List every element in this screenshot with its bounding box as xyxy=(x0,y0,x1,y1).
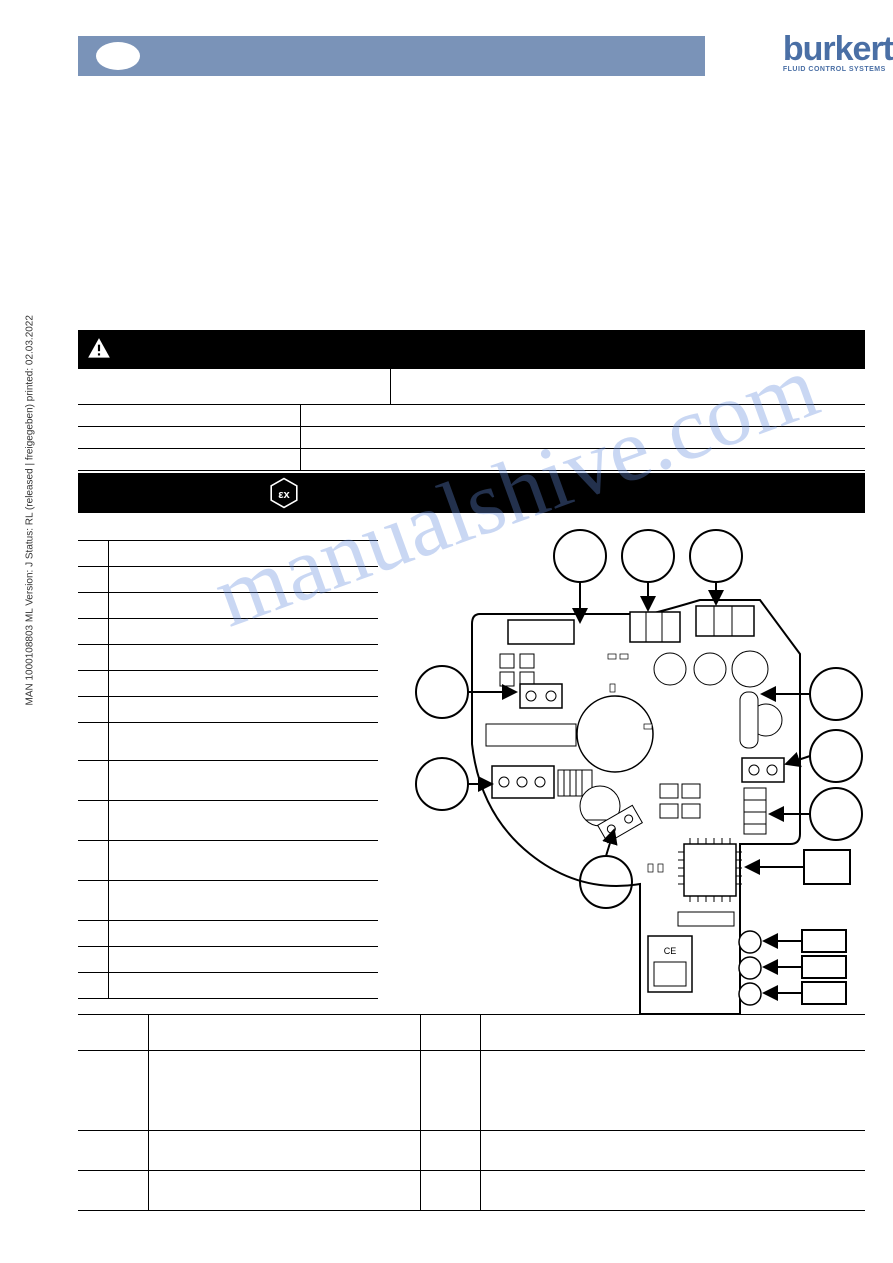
ex-icon: εx xyxy=(268,477,300,509)
warning-icon xyxy=(86,336,112,362)
rule xyxy=(78,592,378,593)
rule xyxy=(78,670,378,671)
svg-text:CE: CE xyxy=(664,946,677,956)
rule-v xyxy=(148,1014,149,1210)
rule xyxy=(78,426,865,427)
rule xyxy=(78,644,378,645)
rule-v xyxy=(480,1014,481,1210)
rule-v xyxy=(390,368,391,404)
rule xyxy=(78,540,378,541)
rule xyxy=(78,696,378,697)
ex-bar: εx xyxy=(78,473,865,513)
rule-v xyxy=(420,1014,421,1210)
rule xyxy=(78,1050,865,1051)
rule xyxy=(78,566,378,567)
rule xyxy=(78,760,378,761)
rule-v xyxy=(300,404,301,470)
rule-v xyxy=(108,540,109,998)
rule xyxy=(78,972,378,973)
rule xyxy=(78,880,378,881)
rule xyxy=(78,448,865,449)
rule xyxy=(78,946,378,947)
rule xyxy=(78,404,865,405)
rule xyxy=(78,470,865,471)
rule xyxy=(78,920,378,921)
rule xyxy=(78,1014,865,1015)
rule xyxy=(78,800,378,801)
rule xyxy=(78,840,378,841)
rule xyxy=(78,368,865,369)
rule xyxy=(78,998,378,999)
warning-bar xyxy=(78,330,865,368)
pcb-diagram: CE xyxy=(400,524,870,994)
logo-text: burkert xyxy=(783,32,893,66)
rule xyxy=(78,618,378,619)
logo-subtitle: FLUID CONTROL SYSTEMS xyxy=(783,66,893,73)
rule xyxy=(78,1210,865,1211)
logo: burkert FLUID CONTROL SYSTEMS xyxy=(783,32,893,73)
rule xyxy=(78,1170,865,1171)
header-oval xyxy=(96,42,140,70)
header-bar xyxy=(78,36,705,76)
rule xyxy=(78,722,378,723)
rule xyxy=(78,1130,865,1131)
svg-text:εx: εx xyxy=(278,489,290,501)
side-label: MAN 1000108803 ML Version: J Status: RL … xyxy=(25,315,36,705)
